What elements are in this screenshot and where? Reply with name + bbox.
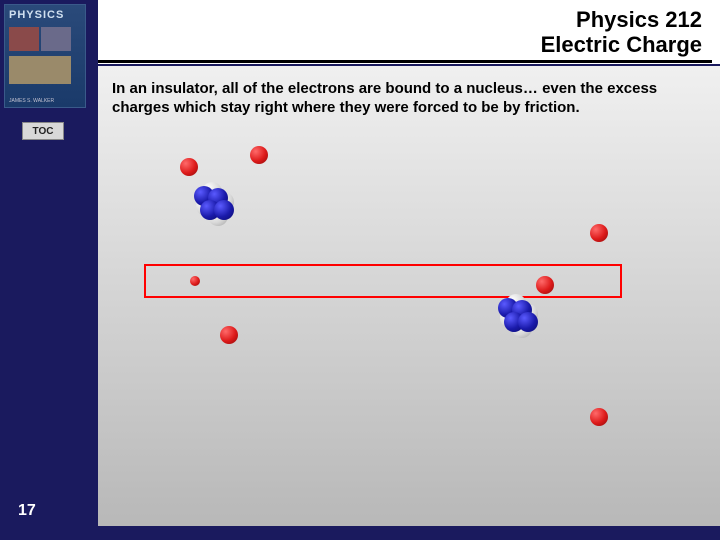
electron — [180, 158, 198, 176]
textbook-title: PHYSICS — [9, 9, 64, 21]
header-underline — [98, 60, 712, 63]
electron — [190, 276, 200, 286]
electron — [250, 146, 268, 164]
electron — [536, 276, 554, 294]
proton — [214, 200, 234, 220]
slide: PHYSICS JAMES S. WALKER TOC 17 Physics 2… — [0, 0, 720, 540]
insulator-diagram — [98, 146, 720, 526]
electron — [590, 408, 608, 426]
textbook-cover-images — [9, 27, 81, 87]
content-area: In an insulator, all of the electrons ar… — [98, 66, 720, 526]
electron — [220, 326, 238, 344]
sidebar: PHYSICS JAMES S. WALKER TOC 17 — [0, 0, 98, 540]
bottom-strip — [98, 526, 720, 540]
header: Physics 212 Electric Charge — [98, 0, 720, 64]
proton — [518, 312, 538, 332]
page-number: 17 — [18, 502, 36, 520]
topic-title: Electric Charge — [541, 32, 702, 57]
textbook-thumbnail: PHYSICS JAMES S. WALKER — [4, 4, 86, 108]
electron — [590, 224, 608, 242]
body-text: In an insulator, all of the electrons ar… — [112, 80, 702, 118]
toc-button[interactable]: TOC — [22, 122, 64, 140]
textbook-author: JAMES S. WALKER — [9, 98, 54, 104]
course-code: Physics 212 — [576, 7, 702, 32]
toc-label: TOC — [33, 126, 54, 137]
